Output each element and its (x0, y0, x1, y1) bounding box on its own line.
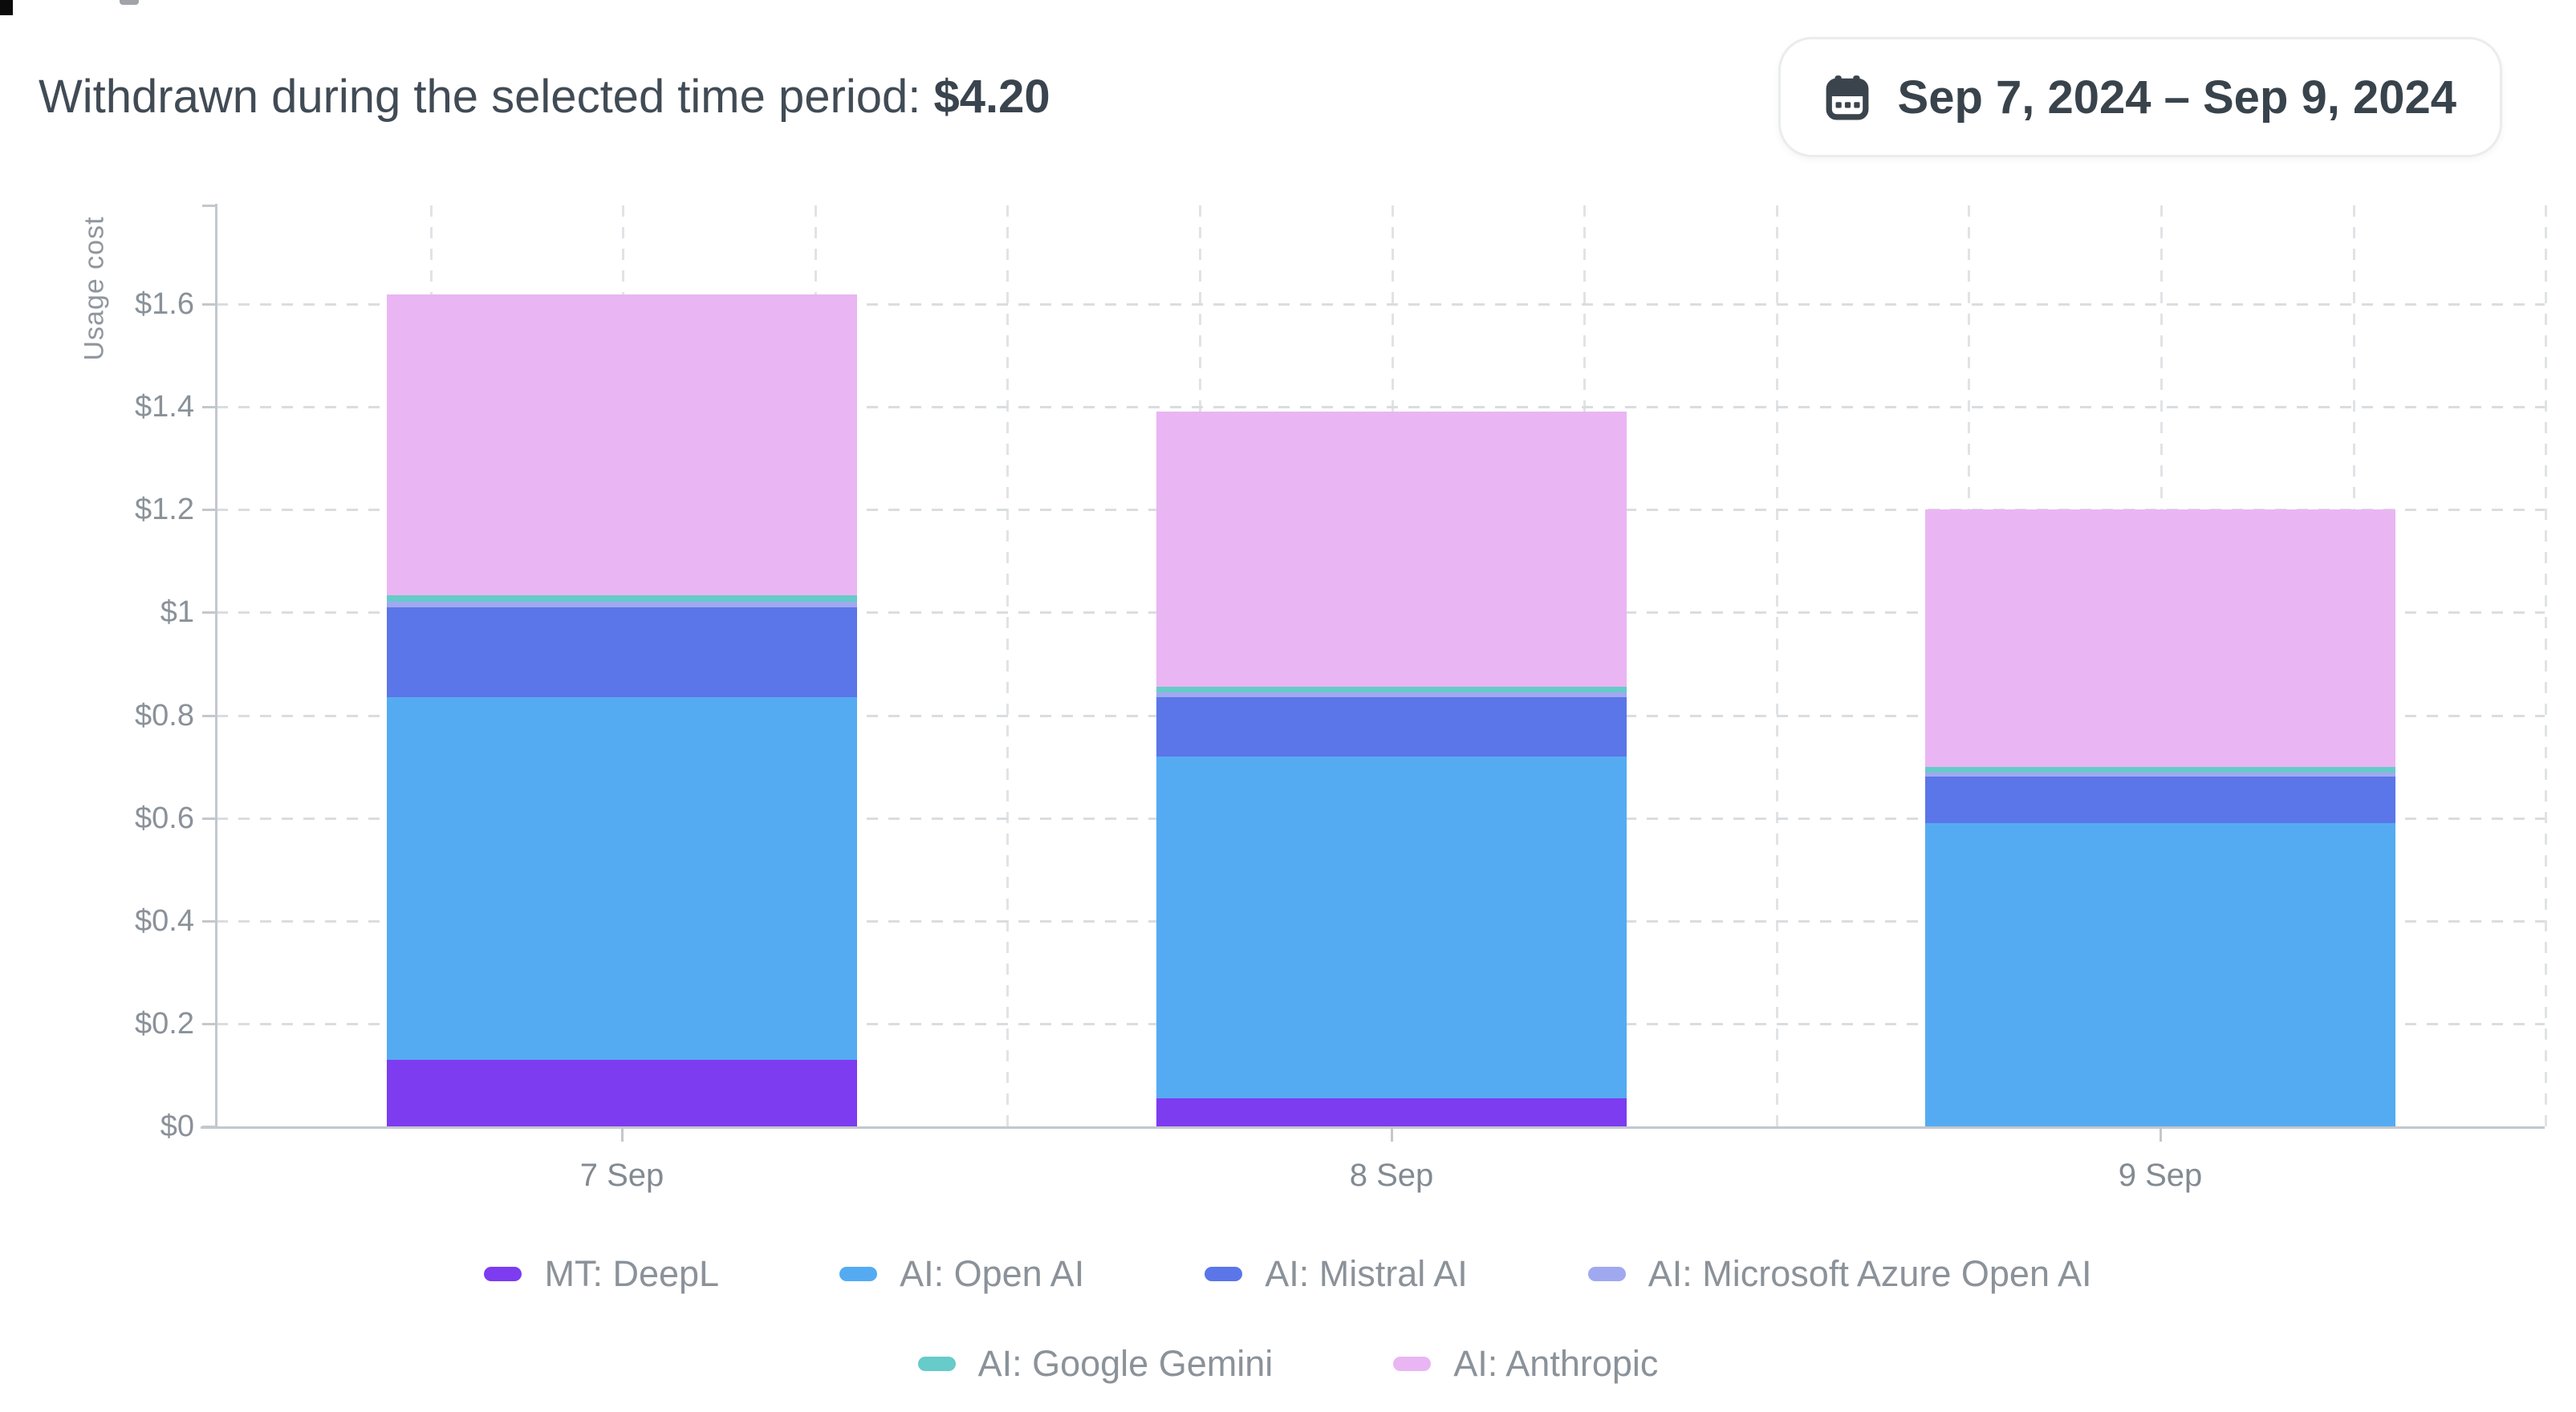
bar-segment-9-sep-ai-google-gemini[interactable] (1925, 767, 2395, 773)
y-axis-tick-label: $0.2 (135, 1007, 194, 1041)
cropped-text-artifact (120, 0, 139, 5)
legend-swatch (1587, 1267, 1626, 1281)
legend-swatch (484, 1267, 522, 1281)
gridline-vertical (1776, 205, 1778, 1126)
gridline-vertical (2545, 205, 2547, 1126)
cropped-text-artifact (0, 0, 13, 15)
x-axis-tick (621, 1129, 624, 1142)
legend-swatch (1205, 1267, 1243, 1281)
legend-item-ai-anthropic[interactable]: AI: Anthropic (1393, 1343, 1658, 1385)
y-axis-top-tick (202, 205, 217, 207)
calendar-icon (1824, 74, 1871, 120)
legend-item-label: AI: Anthropic (1453, 1343, 1659, 1384)
legend-swatch (1393, 1357, 1432, 1371)
bar-segment-7-sep-ai-mistral-ai[interactable] (387, 607, 857, 697)
y-axis-tick (202, 611, 217, 614)
gridline-horizontal (217, 303, 2545, 306)
y-axis-tick-label: $1 (160, 595, 194, 629)
bar-segment-8-sep-ai-mistral-ai[interactable] (1156, 697, 1627, 757)
bar-segment-8-sep-ai-anthropic[interactable] (1156, 412, 1627, 687)
bar-segment-7-sep-ai-microsoft-azure-open-ai[interactable] (387, 602, 857, 607)
x-axis-line (201, 1126, 2545, 1129)
legend-item-ai-open-ai[interactable]: AI: Open AI (839, 1253, 1084, 1295)
gridline-vertical (1006, 205, 1009, 1126)
y-axis-tick (202, 406, 217, 408)
y-axis-tick (202, 715, 217, 717)
withdrawn-summary: Withdrawn during the selected time perio… (39, 71, 1050, 124)
legend-item-mt-deepl[interactable]: MT: DeepL (484, 1253, 719, 1295)
x-axis-tick (1391, 1129, 1393, 1142)
y-axis-tick-label: $1.4 (135, 390, 194, 424)
y-axis-line (215, 204, 217, 1129)
bar-segment-8-sep-ai-open-ai[interactable] (1156, 757, 1627, 1098)
legend-item-label: AI: Google Gemini (977, 1343, 1274, 1384)
bar-segment-9-sep-ai-anthropic[interactable] (1925, 509, 2395, 767)
legend-item-label: MT: DeepL (544, 1253, 720, 1294)
bar-segment-9-sep-ai-open-ai[interactable] (1925, 823, 2395, 1126)
y-axis-tick-label: $0 (160, 1110, 194, 1143)
bar-segment-9-sep-ai-mistral-ai[interactable] (1925, 777, 2395, 823)
legend-swatch (839, 1267, 878, 1281)
y-axis-tick-label: $0.6 (135, 801, 194, 835)
legend-item-ai-microsoft-azure-open-ai[interactable]: AI: Microsoft Azure Open AI (1587, 1253, 2092, 1295)
x-axis-label: 7 Sep (579, 1158, 664, 1193)
y-axis-tick-label: $0.4 (135, 904, 194, 938)
bar-segment-8-sep-ai-google-gemini[interactable] (1156, 687, 1627, 692)
y-axis-tick (202, 509, 217, 511)
bar-segment-7-sep-ai-google-gemini[interactable] (387, 595, 857, 602)
legend-swatch (917, 1357, 956, 1371)
bar-segment-7-sep-mt-deepl[interactable] (387, 1060, 857, 1126)
x-axis-label: 9 Sep (2118, 1158, 2203, 1193)
y-axis-tick (202, 303, 217, 306)
chart-legend-row: MT: DeepL AI: Open AI AI: Mistral AI AI: Mi… (0, 1248, 2576, 1300)
y-axis-tick-label: $1.6 (135, 287, 194, 321)
y-axis-tick (202, 920, 217, 923)
x-axis-label: 8 Sep (1349, 1158, 1434, 1193)
bar-segment-8-sep-ai-microsoft-azure-open-ai[interactable] (1156, 692, 1627, 697)
withdrawn-amount: $4.20 (933, 71, 1050, 123)
x-axis-tick (2160, 1129, 2162, 1142)
gridline-horizontal (217, 406, 2545, 408)
bar-segment-7-sep-ai-open-ai[interactable] (387, 697, 857, 1060)
y-axis-tick (202, 1023, 217, 1025)
legend-item-ai-mistral-ai[interactable]: AI: Mistral AI (1205, 1253, 1468, 1295)
legend-item-label: AI: Open AI (900, 1253, 1085, 1294)
bar-segment-7-sep-ai-anthropic[interactable] (387, 294, 857, 595)
legend-item-label: AI: Microsoft Azure Open AI (1648, 1253, 2092, 1294)
y-axis-tick-label: $0.8 (135, 699, 194, 732)
legend-item-ai-google-gemini[interactable]: AI: Google Gemini (917, 1343, 1274, 1385)
bar-segment-9-sep-ai-microsoft-azure-open-ai[interactable] (1925, 773, 2395, 777)
legend-item-label: AI: Mistral AI (1265, 1253, 1468, 1294)
y-axis-tick-label: $1.2 (135, 493, 194, 526)
date-range-label: Sep 7, 2024 – Sep 9, 2024 (1897, 71, 2456, 124)
withdrawn-summary-label: Withdrawn during the selected time perio… (39, 71, 921, 123)
bar-segment-8-sep-mt-deepl[interactable] (1156, 1098, 1627, 1126)
chart-legend-row: AI: Google Gemini AI: Anthropic (0, 1338, 2576, 1390)
y-axis-tick (202, 818, 217, 820)
date-range-picker-button[interactable]: Sep 7, 2024 – Sep 9, 2024 (1778, 37, 2502, 157)
